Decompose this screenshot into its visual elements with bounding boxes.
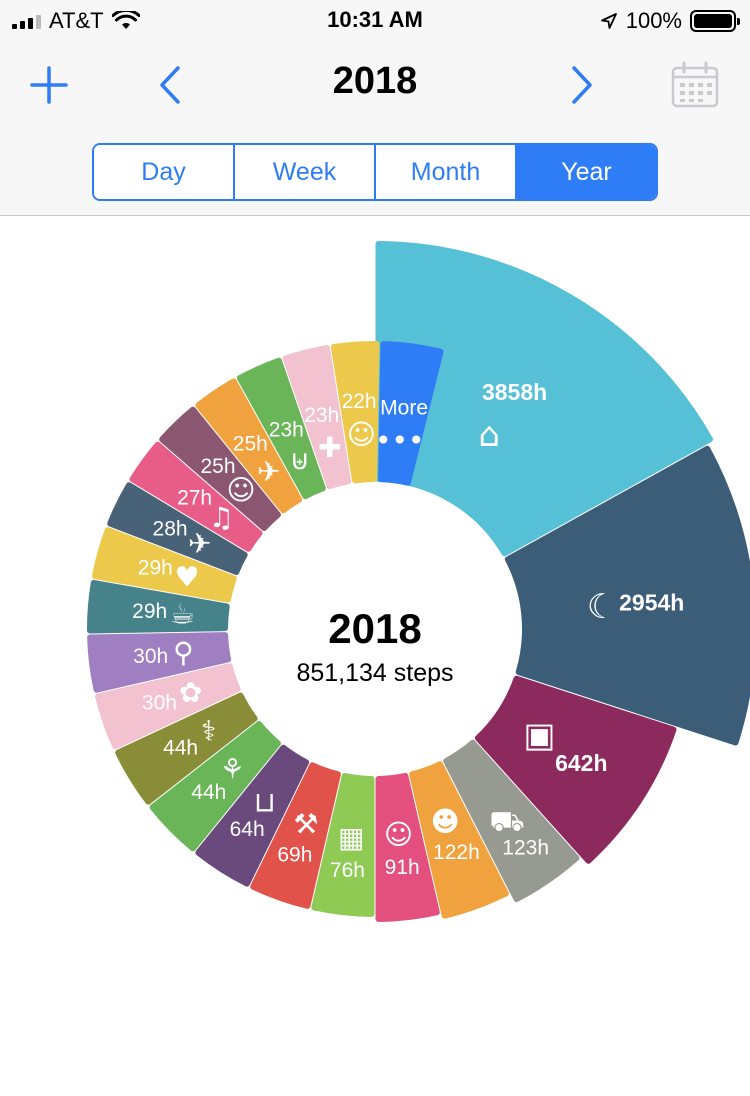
home-icon: ⌂: [478, 415, 500, 455]
chart-slice[interactable]: [129, 441, 263, 552]
chart-slice[interactable]: [195, 744, 310, 887]
briefcase-icon: ▣: [523, 716, 555, 756]
chart-slice[interactable]: [159, 406, 281, 531]
slice-label: 44h: [191, 781, 226, 804]
wifi-icon: [111, 11, 140, 29]
segment-day[interactable]: Day: [94, 145, 235, 199]
battery-icon: [690, 10, 740, 32]
period-segmented-control: Day Week Month Year: [92, 143, 658, 201]
slice-label: 123h: [502, 837, 549, 860]
chart-slice[interactable]: [115, 692, 258, 805]
more-dots-icon: •••: [375, 424, 425, 457]
slice-label: 122h: [433, 841, 480, 864]
chevron-left-icon[interactable]: [150, 62, 190, 108]
dumbbell-icon: ⚒: [293, 808, 318, 841]
chart-center-subtitle: 851,134 steps: [296, 659, 454, 687]
slice-label: More: [380, 396, 428, 419]
slice-label: 29h: [132, 600, 167, 623]
chart-slice[interactable]: [107, 482, 248, 575]
slice-label: 76h: [330, 859, 365, 882]
chart-center-title: 2018: [328, 605, 422, 652]
dance-icon: ⚘: [220, 753, 245, 786]
segment-month[interactable]: Month: [376, 145, 517, 199]
location-arrow-icon: [600, 13, 617, 29]
nav-bar: 2018 Day Week Month Year: [0, 40, 750, 216]
slice-label: 69h: [277, 844, 312, 867]
chart-slice[interactable]: [504, 445, 750, 746]
chart-slice[interactable]: [149, 721, 281, 852]
status-bar: AT&T 10:31 AM 100%: [0, 0, 750, 40]
slice-label: 3858h: [482, 379, 547, 405]
hotel-icon: ▦: [338, 821, 364, 854]
chart-slice[interactable]: [375, 241, 714, 557]
chart-area: ⌂ 3858h ☾ 2954h ▣ 642h ⛟ 123h ☻ 122h ☺ 91h ▦ 76h ⚒ 69h ⊔…: [0, 217, 750, 1096]
status-right: 100%: [600, 8, 740, 34]
chart-slice[interactable]: [378, 341, 444, 486]
chevron-right-icon[interactable]: [562, 62, 602, 108]
status-time: 10:31 AM: [327, 7, 423, 32]
chart-slice[interactable]: [282, 345, 352, 490]
slice-label: 28h: [153, 518, 188, 541]
coffee-icon: ☕: [170, 597, 195, 630]
plane-icon: ✈: [188, 527, 211, 560]
plane-icon: ✈: [257, 455, 280, 488]
chart-slice[interactable]: [311, 772, 375, 917]
calendar-icon[interactable]: [668, 58, 722, 112]
slice-label: 2954h: [619, 589, 684, 615]
activity-donut-chart: ⌂ 3858h ☾ 2954h ▣642h ⛟123h ☻ 122h ☺ 91h ▦ 76h ⚒ 69h ⊔…: [87, 241, 750, 922]
chart-slice[interactable]: [375, 772, 440, 922]
slice-label: 30h: [142, 692, 177, 715]
segment-year[interactable]: Year: [517, 145, 656, 199]
slice-label: 29h: [138, 557, 173, 580]
slice-label: 23h: [304, 404, 339, 427]
theater-masks-icon: ☺: [347, 418, 376, 451]
slice-label: 44h: [163, 737, 198, 760]
elderly-couple-icon: ☺: [226, 474, 255, 507]
sofa-icon: ⊔: [254, 785, 276, 818]
fork-spoon-icon: ⚲: [173, 636, 194, 669]
film-reel-icon: ✿: [179, 676, 202, 709]
stethoscope-icon: ⚕: [201, 714, 216, 747]
segment-week[interactable]: Week: [235, 145, 376, 199]
slice-label: 22h: [342, 390, 377, 413]
battery-percent: 100%: [625, 8, 682, 33]
slice-label: 23h: [269, 418, 304, 441]
chart-slice[interactable]: [443, 739, 580, 903]
couple-icon: ☺: [384, 818, 413, 851]
medicine-icon: ✚: [318, 431, 341, 464]
slice-label: 91h: [385, 856, 420, 879]
chart-slice[interactable]: [195, 378, 303, 514]
slice-label: 64h: [230, 818, 265, 841]
slice-label: 25h: [233, 433, 268, 456]
chart-slice[interactable]: [91, 527, 237, 603]
slice-label: 30h: [133, 645, 168, 668]
basket-icon: ⊎: [290, 443, 311, 476]
chart-slice[interactable]: [95, 663, 241, 750]
signal-icon: [12, 13, 41, 29]
slice-label: 27h: [177, 486, 212, 509]
plus-icon[interactable]: [26, 62, 72, 108]
car-icon: ⛟: [489, 805, 524, 838]
carrier-label: AT&T: [49, 8, 104, 33]
status-left: AT&T: [12, 8, 140, 34]
dancing-couple-icon: ♫: [209, 501, 234, 534]
chart-slice[interactable]: [87, 579, 230, 634]
family-icon: ☻: [431, 805, 460, 838]
chart-slice[interactable]: [474, 675, 677, 864]
chart-slice[interactable]: [330, 341, 380, 484]
slice-label: 25h: [200, 455, 235, 478]
slice-label: 642h: [555, 750, 607, 776]
heart-icon: ♥: [175, 560, 200, 593]
chart-slice[interactable]: [409, 761, 509, 919]
page-title: 2018: [332, 60, 418, 102]
chart-slice[interactable]: [87, 632, 232, 693]
moon-icon: ☾: [587, 587, 617, 627]
chart-slice[interactable]: [250, 762, 341, 909]
chart-slice[interactable]: [236, 357, 326, 500]
